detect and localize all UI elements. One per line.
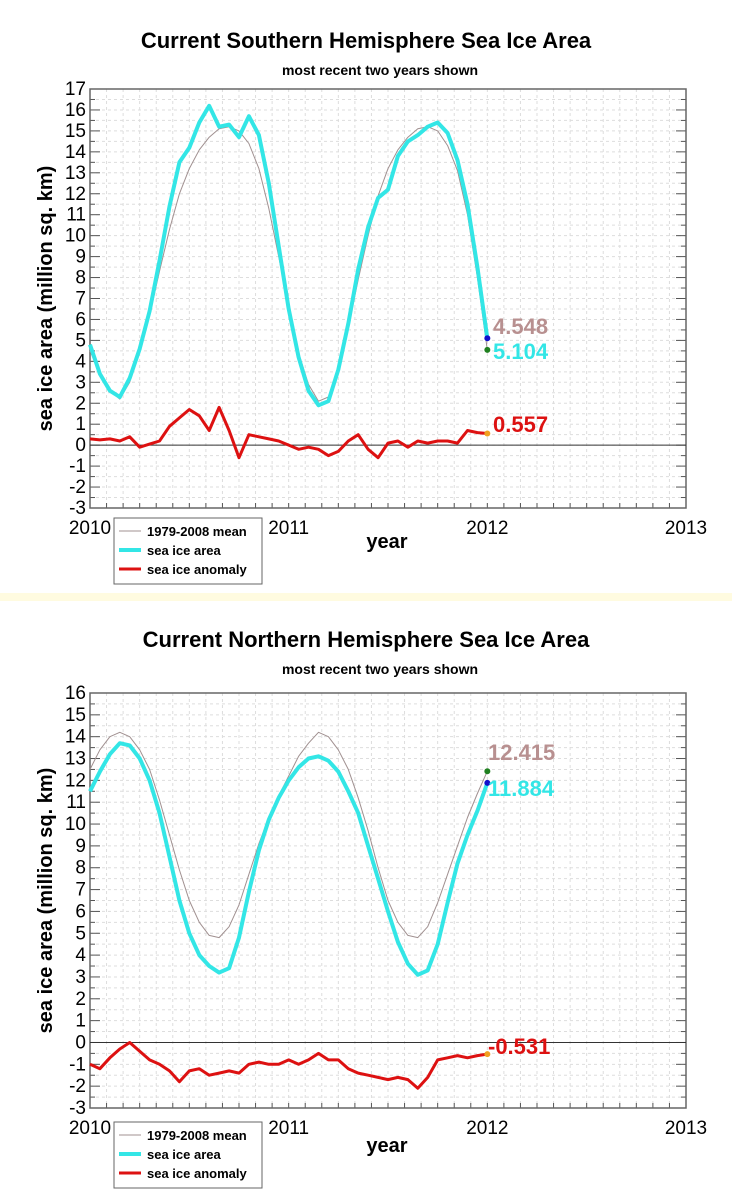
chart-subtitle: most recent two years shown xyxy=(282,661,478,677)
area-end-dot xyxy=(484,335,491,342)
chart-title: Current Northern Hemisphere Sea Ice Area xyxy=(143,627,590,652)
y-tick-label: 15 xyxy=(65,705,86,726)
y-tick-label: 1 xyxy=(75,1011,86,1032)
x-axis-label: year xyxy=(366,1135,407,1157)
y-tick-label: 8 xyxy=(75,268,86,289)
area-line xyxy=(88,103,490,408)
y-tick-label: 4 xyxy=(75,945,86,966)
mean-end-label: 4.548 xyxy=(493,314,548,339)
separator xyxy=(0,593,732,601)
x-tick-label: 2011 xyxy=(268,518,309,539)
y-tick-label: 8 xyxy=(75,858,86,879)
y-tick-label: 6 xyxy=(75,901,86,922)
y-tick-label: 10 xyxy=(65,226,86,247)
y-tick-label: 1 xyxy=(75,414,86,435)
area-end-label: 11.884 xyxy=(488,776,555,801)
chart-title: Current Southern Hemisphere Sea Ice Area xyxy=(141,28,592,53)
anomaly-end-label: 0.557 xyxy=(493,412,548,437)
chart-subtitle: most recent two years shown xyxy=(282,62,478,78)
y-tick-label: 13 xyxy=(65,749,86,770)
plot-frame xyxy=(89,692,687,1109)
x-tick-label: 2012 xyxy=(466,518,508,539)
chart-southern: Current Southern Hemisphere Sea Ice Area… xyxy=(35,28,707,585)
legend-label: sea ice area xyxy=(147,543,222,558)
y-tick-label: -3 xyxy=(69,1098,86,1119)
area-line xyxy=(88,741,490,977)
y-tick-label: 2 xyxy=(75,393,86,414)
y-tick-label: 7 xyxy=(75,880,86,901)
legend: 1979-2008 mean sea ice area sea ice anomal… xyxy=(113,1121,263,1189)
area-end-label: 5.104 xyxy=(493,339,549,364)
y-tick-label: 16 xyxy=(65,100,86,121)
legend-label: 1979-2008 mean xyxy=(147,524,247,539)
y-tick-label: 5 xyxy=(75,923,86,944)
chart-northern: Current Northern Hemisphere Sea Ice Area… xyxy=(35,627,707,1189)
x-tick-label: 2013 xyxy=(665,518,707,539)
legend-label: 1979-2008 mean xyxy=(147,1128,247,1143)
y-axis-label: sea ice area (million sq. km) xyxy=(35,768,57,1034)
y-tick-label: -2 xyxy=(69,1076,86,1097)
y-tick-label: 12 xyxy=(65,770,86,791)
y-tick-label: 2 xyxy=(75,989,86,1010)
y-tick-label: 14 xyxy=(65,727,87,748)
mean-end-dot xyxy=(484,768,491,775)
y-tick-label: 15 xyxy=(65,121,86,142)
area-end-dot xyxy=(484,779,491,786)
mean-end-dot xyxy=(484,346,491,353)
y-tick-label: 10 xyxy=(65,814,86,835)
y-tick-label: 6 xyxy=(75,309,86,330)
x-axis-label: year xyxy=(366,531,407,553)
y-tick-label: 4 xyxy=(75,351,86,372)
x-tick-label: 2011 xyxy=(268,1118,309,1139)
y-tick-label: 3 xyxy=(75,372,86,393)
y-tick-label: 17 xyxy=(65,79,86,100)
x-tick-label: 2012 xyxy=(466,1118,508,1139)
y-tick-label: -3 xyxy=(69,498,86,519)
y-axis-label: sea ice area (million sq. km) xyxy=(35,166,57,432)
x-tick-label: 2010 xyxy=(69,518,111,539)
y-tick-label: 5 xyxy=(75,330,86,351)
x-tick-label: 2010 xyxy=(69,1118,111,1139)
y-tick-label: 3 xyxy=(75,967,86,988)
y-tick-label: 9 xyxy=(75,247,86,268)
anomaly-end-label: -0.531 xyxy=(488,1034,550,1059)
y-tick-label: 0 xyxy=(75,435,86,456)
legend-label: sea ice anomaly xyxy=(147,1166,247,1181)
y-tick-label: 12 xyxy=(65,184,86,205)
plot-frame xyxy=(89,88,687,509)
mean-line xyxy=(89,731,488,939)
y-tick-label: 0 xyxy=(75,1032,86,1053)
anomaly-end-dot xyxy=(484,1051,491,1058)
y-tick-label: 14 xyxy=(65,142,87,163)
legend-label: sea ice area xyxy=(147,1147,222,1162)
x-tick-label: 2013 xyxy=(665,1118,707,1139)
y-tick-label: 13 xyxy=(65,163,86,184)
y-tick-label: 7 xyxy=(75,289,86,310)
y-tick-label: 11 xyxy=(66,792,86,813)
y-tick-label: -1 xyxy=(69,456,86,477)
y-tick-label: -2 xyxy=(69,477,86,498)
mean-end-label: 12.415 xyxy=(488,740,555,765)
y-tick-label: -1 xyxy=(69,1054,86,1075)
y-tick-label: 11 xyxy=(66,205,86,226)
y-tick-label: 9 xyxy=(75,836,86,857)
anomaly-end-dot xyxy=(484,430,491,437)
anomaly-line xyxy=(89,1041,488,1090)
anomaly-line xyxy=(89,405,488,460)
y-tick-label: 16 xyxy=(65,683,86,704)
legend-label: sea ice anomaly xyxy=(147,562,247,577)
legend: 1979-2008 mean sea ice area sea ice anomal… xyxy=(113,517,263,585)
